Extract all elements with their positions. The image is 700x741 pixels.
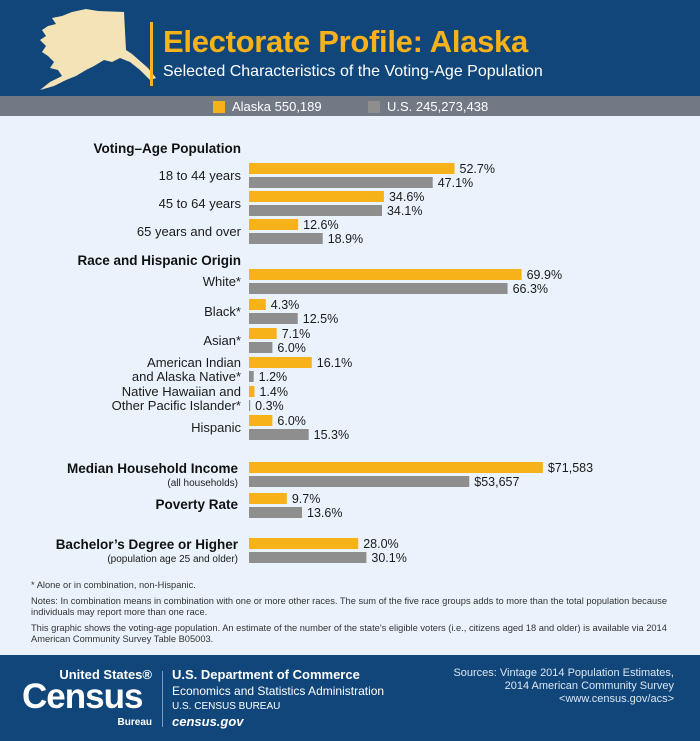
row-label: Black*: [204, 304, 241, 319]
header-banner: Electorate Profile: Alaska Selected Char…: [0, 0, 700, 96]
title-accent-line: [150, 22, 153, 86]
bar-alaska: [249, 219, 299, 230]
bar-chart: Voting–Age Population 52.7%47.1% 18 to 44 …: [56, 141, 593, 565]
bar-alaska: [249, 163, 455, 174]
note-voting-age: This graphic shows the voting-age popula…: [31, 623, 667, 644]
notes: * Alone or in combination, non-Hispanic.…: [31, 580, 681, 650]
bar-alaska: [249, 269, 522, 280]
bar-us: [249, 313, 298, 324]
value-label-us: 47.1%: [438, 176, 473, 190]
bar-us: [249, 177, 433, 188]
value-label-alaska: 9.7%: [292, 492, 321, 506]
row-label-line-2: and Alaska Native*: [132, 369, 241, 384]
sources-block: Sources: Vintage 2014 Population Estimat…: [453, 667, 674, 706]
bar-alaska: [249, 538, 359, 549]
value-label-us: $53,657: [474, 475, 519, 489]
bar-us: [249, 283, 508, 294]
row-label: 65 years and over: [137, 224, 242, 239]
note-asterisk: * Alone or in combination, non-Hispanic.: [31, 580, 196, 590]
value-label-us: 6.0%: [277, 341, 306, 355]
row-label-line-1: American Indian: [147, 355, 241, 370]
dept-commerce: U.S. Department of Commerce: [172, 667, 360, 682]
bar-us: [249, 400, 251, 411]
legend-item-alaska: Alaska 550,189: [213, 99, 322, 114]
legend-label-alaska: Alaska 550,189: [232, 99, 322, 114]
row-label-line-1: Native Hawaiian and: [122, 384, 241, 399]
footer-divider: [162, 671, 163, 727]
value-label-alaska: 6.0%: [277, 414, 306, 428]
value-label-alaska: 28.0%: [363, 537, 398, 551]
section-subtitle: (population age 25 and older): [107, 554, 238, 565]
sources-link[interactable]: <www.census.gov/acs>: [559, 693, 674, 705]
value-label-us: 66.3%: [513, 282, 548, 296]
bar-alaska: [249, 462, 543, 473]
bar-alaska: [249, 328, 277, 339]
bar-alaska: [249, 357, 312, 368]
bar-us: [249, 233, 323, 244]
row-label: Hispanic: [191, 420, 241, 435]
legend-swatch-alaska: [213, 100, 225, 113]
row-label: Asian*: [203, 333, 241, 348]
legend-label-us: U.S. 245,273,438: [387, 99, 489, 114]
value-label-alaska: 4.3%: [271, 298, 300, 312]
census-logo: United States® Census Bureau: [20, 667, 152, 731]
dept-esa: Economics and Statistics Administration: [172, 684, 385, 698]
section-title: Bachelor’s Degree or Higher: [56, 537, 239, 552]
row-label: White*: [203, 274, 241, 289]
bar-alaska: [249, 191, 384, 202]
sources-line-2: 2014 American Community Survey: [504, 680, 674, 692]
note-combination: Notes: In combination means in combinati…: [31, 596, 667, 617]
bar-alaska: [249, 493, 287, 504]
logo-main-text: Census: [22, 677, 143, 716]
value-label-us: 1.2%: [259, 370, 288, 384]
bar-us: [249, 507, 303, 518]
value-label-us: 30.1%: [371, 551, 406, 565]
section-title: Poverty Rate: [155, 497, 238, 512]
bar-us: [249, 371, 254, 382]
row-label-line-2: Other Pacific Islander*: [112, 398, 241, 413]
value-label-alaska: 1.4%: [259, 385, 288, 399]
legend-swatch-us: [368, 100, 380, 113]
census-gov-link[interactable]: census.gov: [172, 714, 244, 729]
row-label: 45 to 64 years: [159, 196, 242, 211]
value-label-us: 15.3%: [314, 428, 349, 442]
value-label-us: 0.3%: [255, 399, 283, 413]
value-label-alaska: 16.1%: [317, 356, 352, 370]
section-title: Race and Hispanic Origin: [77, 253, 241, 268]
bar-us: [249, 342, 273, 353]
sources-line-1: Sources: Vintage 2014 Population Estimat…: [453, 667, 674, 679]
page-title: Electorate Profile: Alaska: [163, 24, 528, 59]
page-subtitle: Selected Characteristics of the Voting-A…: [163, 63, 543, 80]
value-label-us: 34.1%: [387, 204, 422, 218]
logo-bottom-text: Bureau: [117, 717, 152, 728]
section-title: Voting–Age Population: [94, 141, 242, 156]
section-title: Median Household Income: [67, 461, 239, 476]
department-block: U.S. Department of Commerce Economics an…: [172, 667, 384, 729]
legend-item-us: U.S. 245,273,438: [368, 99, 488, 114]
legend: Alaska 550,189 U.S. 245,273,438: [0, 96, 700, 116]
value-label-alaska: 7.1%: [282, 327, 311, 341]
value-label-us: 12.5%: [303, 312, 338, 326]
bar-us: [249, 429, 309, 440]
alaska-map-icon: [40, 9, 156, 90]
section-subtitle: (all households): [167, 478, 238, 489]
footer: United States® Census Bureau U.S. Depart…: [0, 655, 700, 741]
bar-alaska: [249, 386, 255, 397]
bar-alaska: [249, 299, 266, 310]
value-label-alaska: $71,583: [548, 461, 593, 475]
value-label-alaska: 52.7%: [460, 162, 495, 176]
logo-top-text: United States®: [59, 667, 152, 682]
value-label-alaska: 34.6%: [389, 190, 424, 204]
value-label-alaska: 69.9%: [527, 268, 562, 282]
bar-us: [249, 476, 470, 487]
value-label-us: 13.6%: [307, 506, 342, 520]
bar-alaska: [249, 415, 273, 426]
value-label-alaska: 12.6%: [303, 218, 338, 232]
value-label-us: 18.9%: [328, 232, 363, 246]
dept-census-bureau: U.S. CENSUS BUREAU: [172, 701, 281, 712]
bar-us: [249, 552, 367, 563]
bar-us: [249, 205, 382, 216]
row-label: 18 to 44 years: [159, 168, 242, 183]
